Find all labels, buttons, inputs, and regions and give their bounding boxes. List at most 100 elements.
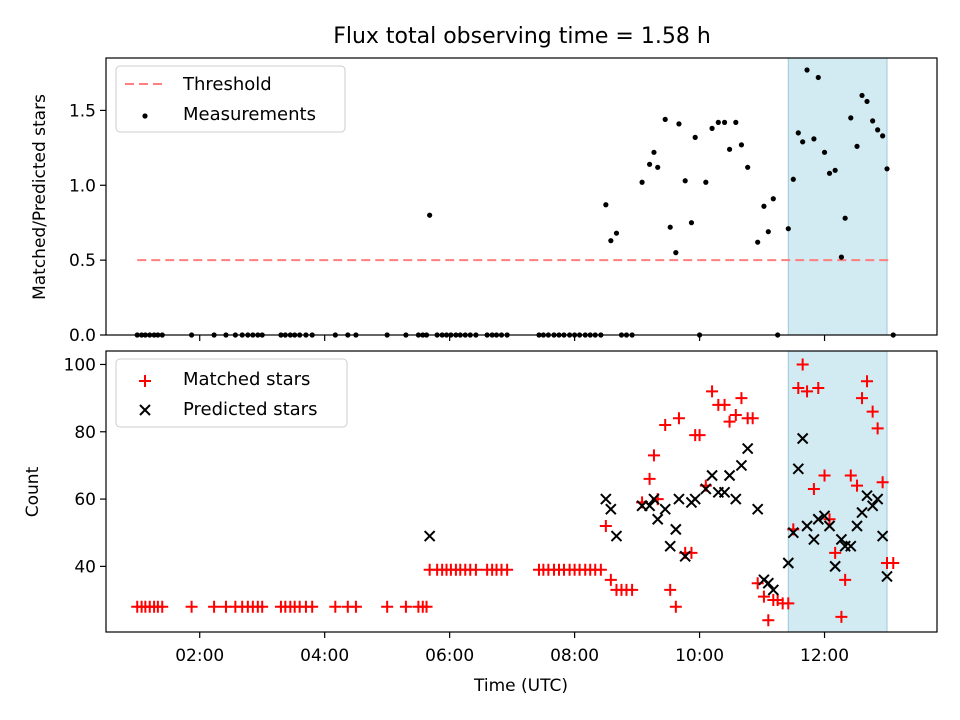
matched-star-point	[256, 600, 269, 613]
matched-star-point	[782, 597, 795, 610]
matched-star-point	[718, 398, 731, 411]
predicted-star-point	[610, 530, 623, 542]
xtick-label: 12:00	[800, 646, 849, 666]
top-ytick-label: 1.5	[69, 101, 96, 121]
measurement-point	[692, 134, 698, 140]
matched-star-point	[469, 563, 482, 576]
predicted-star-point	[835, 533, 848, 546]
measurement-point	[651, 149, 657, 155]
measurement-point	[811, 136, 817, 142]
predicted-star-point	[648, 493, 660, 505]
predicted-star-point	[706, 469, 718, 482]
matched-star-point	[420, 600, 433, 613]
measurement-point	[721, 119, 728, 125]
predicted-star-point	[782, 557, 795, 569]
measurement-point	[821, 149, 828, 155]
top-panel: 0.0 0.5 1.0 1.5 Matched/Predicted stars Thr…	[30, 57, 938, 346]
measurement-point	[848, 115, 854, 121]
predicted-star-point	[808, 533, 820, 546]
legend-predicted-label: Predicted stars	[183, 399, 317, 420]
matched-star-point	[762, 614, 775, 627]
matched-star-point	[871, 422, 884, 435]
measurement-point	[726, 146, 733, 152]
matched-star-point	[835, 610, 848, 623]
legend-measurements-swatch	[142, 113, 148, 119]
measurement-point	[842, 215, 848, 221]
bottom-ytick-label: 100	[64, 355, 96, 375]
predicted-star-point	[818, 510, 831, 522]
matched-star-point	[823, 513, 836, 526]
predicted-star-point	[829, 560, 841, 573]
predicted-star-point	[423, 530, 436, 542]
measurement-point	[427, 212, 433, 218]
matched-star-point	[599, 519, 612, 532]
predicted-star-point	[673, 493, 685, 505]
matched-star-point	[349, 600, 362, 613]
predicted-star-point	[881, 570, 893, 583]
measurement-point	[826, 170, 833, 176]
measurement-point	[745, 164, 751, 170]
predicted-star-point	[652, 513, 664, 525]
measurement-point	[864, 98, 870, 105]
top-axes-frame	[105, 57, 938, 336]
measurement-point	[884, 166, 890, 172]
measurement-point	[770, 196, 776, 202]
predicted-star-point	[664, 540, 676, 552]
measurement-point	[804, 67, 810, 73]
predicted-star-point	[796, 432, 809, 445]
matched-star-point	[643, 472, 656, 485]
matched-star-point	[693, 429, 706, 442]
measurement-point	[870, 118, 876, 124]
predicted-star-point	[670, 523, 682, 536]
matched-star-point	[729, 408, 742, 421]
bottom-ytick-label: 60	[74, 490, 96, 510]
matched-star-point	[851, 479, 864, 492]
top-y-ticks: 0.0 0.5 1.0 1.5	[69, 101, 106, 346]
legend-matched-label: Matched stars	[183, 369, 310, 390]
measurement-point	[655, 164, 661, 170]
bottom-ytick-label: 80	[74, 423, 96, 443]
predicted-star-point	[723, 469, 736, 482]
matched-star-point	[185, 600, 198, 613]
bottom-panel: 40 60 80 100 02:00 04:00 06:00 08:00 10:00 12:00…	[23, 350, 938, 696]
matched-star-point	[626, 583, 639, 596]
matched-star-point	[329, 600, 342, 613]
measurement-point	[688, 220, 695, 226]
predicted-star-point	[871, 493, 884, 505]
predicted-star-point	[767, 584, 780, 596]
matched-star-point	[208, 600, 221, 613]
measurement-point	[738, 142, 745, 148]
matched-star-point	[844, 469, 857, 482]
predicted-star-point	[866, 500, 879, 512]
predicted-star-point	[792, 463, 804, 475]
measurement-point	[832, 167, 838, 173]
matched-star-point	[735, 392, 748, 405]
matched-star-point	[861, 375, 874, 388]
matched-star-point	[876, 476, 889, 489]
measurement-point	[795, 130, 801, 136]
predicted-star-point	[787, 527, 800, 539]
predicted-star-point	[861, 489, 873, 502]
predicted-star-point	[812, 513, 824, 525]
bottom-legend: Matched stars Predicted stars	[115, 358, 348, 428]
measurement-point	[662, 116, 668, 122]
predicted-star-point	[801, 520, 813, 532]
matched-star-point	[818, 469, 831, 482]
top-ytick-label: 0.5	[69, 251, 96, 271]
bottom-legend-box	[115, 358, 348, 428]
measurement-point	[613, 230, 620, 236]
predicted-star-point	[643, 500, 656, 512]
xtick-label: 04:00	[300, 646, 349, 666]
top-ytick-label: 1.0	[69, 176, 96, 196]
matched-star-point	[866, 405, 879, 418]
matched-star-point	[887, 557, 900, 570]
matched-star-point	[807, 482, 820, 495]
measurement-point	[875, 127, 881, 133]
top-y-axis-label: Matched/Predicted stars	[30, 94, 50, 300]
bottom-axes-frame	[105, 350, 938, 633]
measurement-point	[761, 203, 767, 209]
measurement-point	[715, 119, 721, 125]
xtick-label: 06:00	[425, 646, 474, 666]
predicted-star-point	[876, 530, 889, 542]
